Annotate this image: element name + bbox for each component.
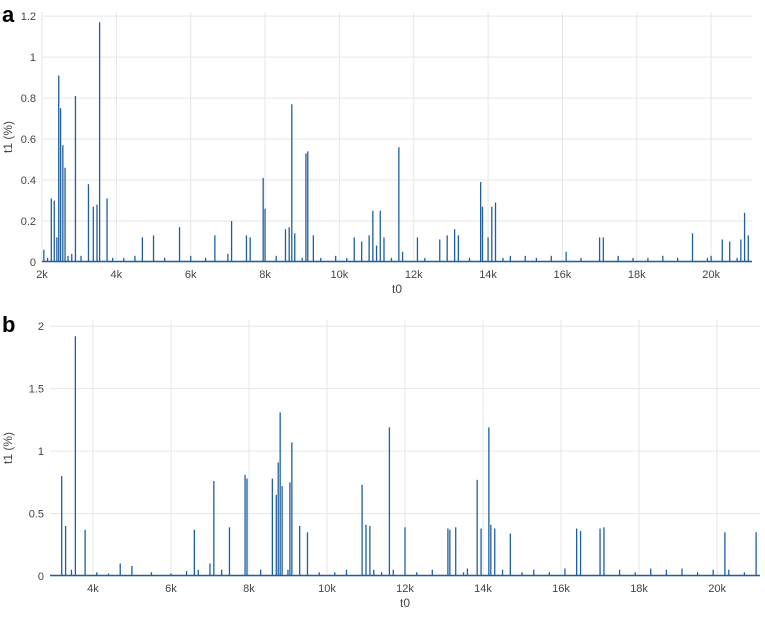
panel-b: b 4k 6k 8k 10k 12k 14k 16k 18k 20k 0 0.5 1 1.5 2 t0 t1 … — [0, 310, 765, 622]
x-tick-label: 20k — [702, 269, 720, 281]
x-tick-label: 8k — [259, 269, 271, 281]
x-tick-label: 18k — [628, 269, 646, 281]
y-tick-label: 1.5 — [29, 384, 44, 396]
y-tick-label: 0.2 — [21, 216, 36, 228]
chart-a: 2k 4k 6k 8k 10k 12k 14k 16k 18k 20k 0 0.2 0.4 0.6 0.8 1… — [1, 11, 752, 296]
y-axis-label: t1 (%) — [1, 121, 15, 153]
chart-b: 4k 6k 8k 10k 12k 14k 16k 18k 20k 0 0.5 1 1.5 2 t0 t1 (%… — [1, 320, 760, 610]
x-tick-label: 16k — [552, 583, 570, 595]
panel-label: b — [2, 312, 16, 337]
y-tick-label: 0.5 — [29, 509, 44, 521]
x-tick-label: 12k — [396, 583, 414, 595]
x-tick-label: 20k — [708, 583, 726, 595]
x-tick-label: 4k — [111, 269, 123, 281]
x-tick-label: 12k — [405, 269, 423, 281]
y-tick-label: 1 — [38, 446, 44, 458]
y-tick-label: 1.2 — [21, 11, 36, 23]
panel-label: a — [2, 2, 15, 27]
panel-a: a 2k 4k 6k 8k 10k 12k 14k 16k 18k 20k 0 0.2 0.4 0.6 0.… — [0, 0, 765, 310]
y-tick-label: 2 — [38, 321, 44, 333]
y-tick-label: 0.6 — [21, 134, 36, 146]
y-tick-label: 0.4 — [21, 175, 36, 187]
y-tick-label: 0 — [30, 257, 36, 269]
x-tick-label: 6k — [165, 583, 177, 595]
y-axis-label: t1 (%) — [1, 432, 15, 464]
x-tick-label: 2k — [36, 269, 48, 281]
x-tick-label: 10k — [318, 583, 336, 595]
y-tick-label: 0 — [38, 571, 44, 583]
x-axis-label: t0 — [400, 596, 410, 610]
x-tick-label: 14k — [479, 269, 497, 281]
x-tick-label: 6k — [185, 269, 197, 281]
x-tick-label: 8k — [243, 583, 255, 595]
x-tick-label: 14k — [474, 583, 492, 595]
y-tick-label: 0.8 — [21, 93, 36, 105]
x-axis-label: t0 — [392, 282, 402, 296]
x-tick-label: 4k — [87, 583, 99, 595]
x-tick-label: 16k — [554, 269, 572, 281]
y-tick-label: 1 — [30, 52, 36, 64]
x-tick-label: 10k — [331, 269, 349, 281]
x-tick-label: 18k — [630, 583, 648, 595]
